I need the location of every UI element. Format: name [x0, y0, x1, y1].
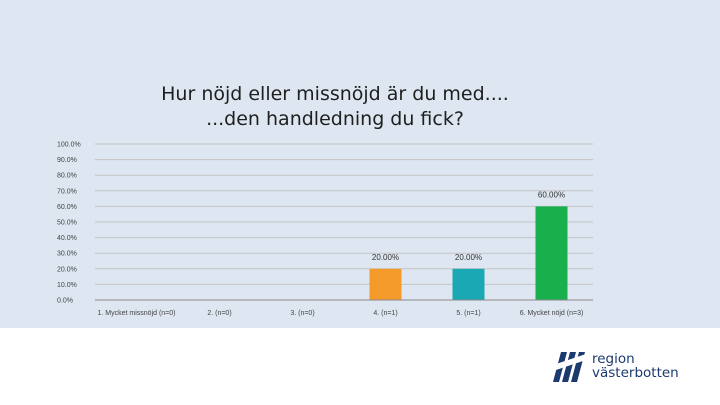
x-tick-label: 1. Mycket missnöjd (n=0) — [98, 310, 176, 317]
y-tick-label: 40.0% — [57, 235, 77, 242]
data-label: 20.00% — [372, 253, 399, 262]
x-tick-label: 3. (n=0) — [290, 310, 314, 317]
bar — [369, 268, 402, 300]
y-tick-label: 100.0% — [57, 142, 81, 149]
y-tick-label: 0.0% — [57, 298, 73, 305]
data-labels: 20.00% 20.00% 60.00% — [372, 190, 565, 261]
chart-title-line-1: Hur nöjd eller missnöjd är du med.... — [161, 83, 509, 105]
y-tick-label: 90.0% — [57, 157, 77, 164]
logo-text: region västerbotten — [592, 352, 679, 380]
y-axis-ticks: 0.0% 10.0% 20.0% 30.0% 40.0% 50.0% 60.0% 70.0% 8… — [57, 142, 81, 305]
data-label: 20.00% — [455, 253, 482, 262]
y-tick-label: 80.0% — [57, 173, 77, 180]
x-axis-ticks: 1. Mycket missnöjd (n=0) 2. (n=0) 3. (n=0)… — [98, 310, 584, 317]
y-tick-label: 30.0% — [57, 251, 77, 258]
chart-title-line-2: ...den handledning du fick? — [206, 108, 464, 130]
x-tick-label: 4. (n=1) — [373, 310, 397, 317]
bar — [535, 206, 568, 300]
logo-text-line-1: region — [592, 351, 635, 367]
y-tick-label: 50.0% — [57, 220, 77, 227]
y-tick-label: 70.0% — [57, 188, 77, 195]
x-tick-label: 5. (n=1) — [456, 310, 480, 317]
logo-text-line-2: västerbotten — [592, 365, 679, 381]
x-tick-label: 6. Mycket nöjd (n=3) — [520, 310, 584, 317]
gridlines — [95, 143, 593, 285]
bar — [452, 268, 485, 300]
region-vasterbotten-logo: region västerbotten — [552, 350, 702, 384]
slide-background — [0, 0, 720, 328]
x-tick-label: 2. (n=0) — [207, 310, 231, 317]
data-label: 60.00% — [538, 190, 565, 199]
y-tick-label: 10.0% — [57, 282, 77, 289]
bars — [369, 206, 568, 300]
region-logo-icon — [553, 352, 586, 382]
chart-title: Hur nöjd eller missnöjd är du med.... ..… — [100, 82, 570, 132]
y-tick-label: 60.0% — [57, 204, 77, 211]
y-tick-label: 20.0% — [57, 266, 77, 273]
